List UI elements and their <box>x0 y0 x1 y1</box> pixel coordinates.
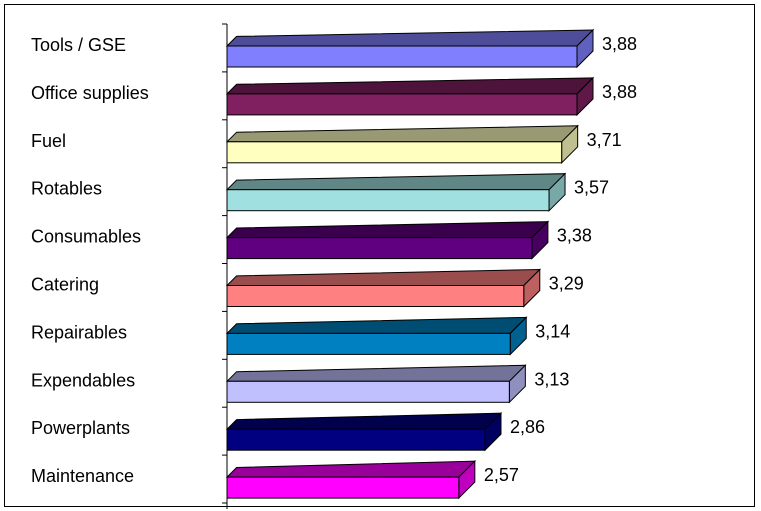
bar-8 <box>225 364 527 404</box>
bar-2 <box>225 76 595 117</box>
bar-front-face <box>226 285 525 307</box>
bar-top-face <box>225 268 542 286</box>
category-label: Expendables <box>31 370 135 390</box>
value-label: 3,38 <box>557 226 592 246</box>
bar-6 <box>225 268 542 308</box>
bar-top-face <box>225 173 567 191</box>
bar-front-face <box>226 45 578 68</box>
bar-top-face <box>225 316 528 334</box>
category-label: Powerplants <box>31 418 130 438</box>
bar-4 <box>225 172 567 212</box>
category-label: Consumables <box>31 227 141 247</box>
bar-top-face <box>225 364 527 382</box>
bar-10 <box>225 459 477 500</box>
value-label: 3,29 <box>549 274 584 294</box>
value-label: 2,57 <box>484 465 519 485</box>
value-label: 3,13 <box>534 369 569 389</box>
bar-top-face <box>225 29 595 47</box>
category-label: Catering <box>31 275 99 295</box>
bar-top-face <box>225 412 503 430</box>
category-label: Office supplies <box>31 83 149 103</box>
bar-9 <box>225 411 503 452</box>
bar-front-face <box>226 332 511 355</box>
bar-front-face <box>226 428 486 451</box>
bar-top-face <box>225 221 550 239</box>
bar-front-face <box>226 189 550 212</box>
bar-front-face <box>226 141 563 164</box>
bar-top-face <box>225 460 477 478</box>
value-label: 2,86 <box>510 417 545 437</box>
category-label: Maintenance <box>31 466 134 486</box>
bar-top-face <box>225 125 579 143</box>
bar-3 <box>225 124 579 165</box>
bar-7 <box>225 316 528 356</box>
value-label: 3,71 <box>587 130 622 150</box>
bar-1 <box>225 28 595 69</box>
value-label: 3,14 <box>535 321 570 341</box>
value-label: 3,57 <box>574 178 609 198</box>
category-label: Repairables <box>31 322 127 342</box>
bar-front-face <box>226 93 578 116</box>
category-label: Fuel <box>31 131 66 151</box>
category-label: Tools / GSE <box>31 35 126 55</box>
value-label: 3,88 <box>602 82 637 102</box>
category-label: Rotables <box>31 179 102 199</box>
bar-front-face <box>226 380 510 403</box>
bar-5 <box>225 220 550 260</box>
bar-front-face <box>226 237 533 260</box>
bar-front-face <box>226 476 460 499</box>
bar-top-face <box>225 77 595 95</box>
value-label: 3,88 <box>602 34 637 54</box>
